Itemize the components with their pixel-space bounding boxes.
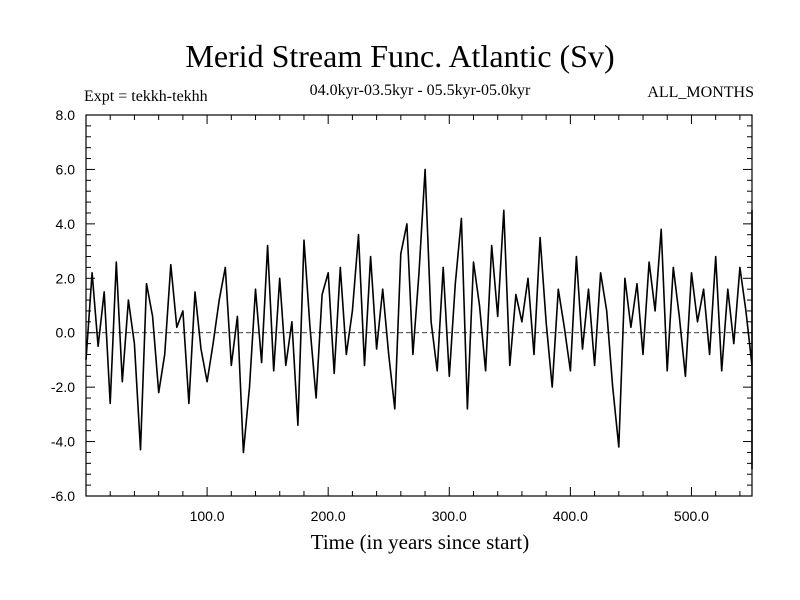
y-tick-label: 6.0 — [56, 161, 76, 177]
y-tick-label: 4.0 — [56, 216, 76, 232]
series-line — [85, 168, 753, 470]
y-tick-label: -4.0 — [51, 434, 75, 450]
chart-subtitle: 04.0kyr-03.5kyr - 05.5kyr-05.0kyr — [309, 82, 531, 99]
y-tick-label: 8.0 — [56, 107, 76, 123]
tick-labels-layer: 100.0 200.0 300.0 400.0 500.0 -6.0 -4.0 -2.0 0.0… — [51, 107, 709, 524]
y-tick-label: -2.0 — [51, 379, 75, 395]
x-tick-label: 100.0 — [190, 508, 225, 524]
x-axis-title: Time (in years since start) — [310, 530, 530, 554]
experiment-label: Expt = tekkh-tekhh — [84, 88, 208, 105]
x-tick-label: 400.0 — [553, 508, 588, 524]
x-tick-label: 300.0 — [432, 508, 467, 524]
period-label: ALL_MONTHS — [647, 84, 754, 101]
ticks-layer — [86, 115, 752, 496]
y-tick-label: -6.0 — [51, 488, 75, 504]
chart-title: Merid Stream Func. Atlantic (Sv) — [185, 38, 615, 74]
x-tick-label: 500.0 — [674, 508, 709, 524]
y-tick-label: 0.0 — [56, 325, 76, 341]
x-tick-label: 200.0 — [311, 508, 346, 524]
plot-frame — [85, 114, 753, 497]
y-tick-label: 2.0 — [56, 270, 76, 286]
